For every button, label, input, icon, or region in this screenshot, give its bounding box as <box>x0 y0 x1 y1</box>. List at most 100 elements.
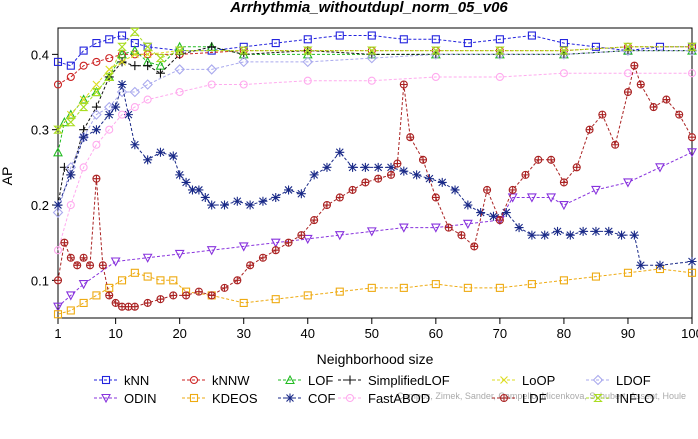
data-point-ldf <box>508 185 517 194</box>
data-point-ldf <box>233 276 242 285</box>
y-axis: 0.1 0.2 0.3 0.4 <box>31 47 58 288</box>
data-point-ldf <box>547 155 556 164</box>
legend-item-ldof: LDOF <box>586 373 651 388</box>
data-point-loop <box>143 50 152 59</box>
data-point-ldf <box>220 283 229 292</box>
data-point-fastabod <box>130 103 139 112</box>
legend-item-knn: kNN <box>94 373 149 388</box>
series-line-kdeos <box>57 268 693 315</box>
data-point-simplifiedlof <box>155 68 165 78</box>
data-point-ldf <box>611 140 620 149</box>
data-point-ldf <box>675 110 684 119</box>
data-point-loop <box>130 50 139 59</box>
data-point-ldf <box>335 193 344 202</box>
data-point-kdeos <box>495 283 504 292</box>
legend-label-loop: LoOP <box>522 373 555 388</box>
data-point-kdeos <box>367 283 376 292</box>
data-point-ldf <box>182 291 191 300</box>
x-tick-label: 30 <box>236 326 250 341</box>
data-point-kdeos <box>527 280 536 289</box>
data-point-cof <box>143 155 153 165</box>
data-point-ldf <box>393 159 402 168</box>
legend-marker-inflo <box>593 393 603 403</box>
y-tick-label: 0.2 <box>31 198 49 213</box>
data-point-cof <box>187 185 197 195</box>
data-point-odin <box>430 223 441 233</box>
data-point-cof <box>91 125 101 135</box>
series-fastabod <box>53 69 697 255</box>
data-point-ldf <box>585 125 594 134</box>
data-point-inflo <box>65 118 76 127</box>
legend-item-lof: LOF <box>278 373 333 388</box>
data-point-cof <box>655 260 665 270</box>
legend-label-simplifiedlof: SimplifiedLOF <box>368 373 450 388</box>
chart-title: Arrhythmia_withoutdupl_norm_05_v06 <box>229 0 508 16</box>
data-point-ldf <box>322 200 332 210</box>
data-point-ldf <box>386 170 396 179</box>
x-tick-label: 40 <box>301 326 315 341</box>
data-point-ldf <box>258 253 267 262</box>
data-point-loop <box>66 110 75 119</box>
data-point-inflo <box>117 42 127 51</box>
data-point-fastabod <box>175 87 184 97</box>
series-kdeos <box>53 264 697 319</box>
data-point-ldof <box>206 64 217 75</box>
legend-marker-odin <box>101 393 111 404</box>
data-point-kdeos <box>79 298 88 307</box>
data-point-ldf <box>636 80 645 89</box>
data-point-cof <box>168 151 178 161</box>
data-point-inflo <box>431 46 441 55</box>
data-point-kdeos <box>239 298 248 307</box>
data-point-knn <box>105 35 114 44</box>
legend-item-loop: LoOP <box>492 373 555 388</box>
data-point-knn <box>527 31 536 40</box>
data-point-knn <box>303 35 312 44</box>
data-point-inflo <box>687 42 697 51</box>
data-point-ldf <box>73 261 82 270</box>
x-tick-label: 1 <box>54 326 61 341</box>
data-point-ldof <box>129 86 141 98</box>
data-point-cof <box>296 189 306 199</box>
data-point-cof <box>322 162 332 172</box>
series-line-cof <box>57 84 693 266</box>
data-point-cof <box>104 110 114 120</box>
legend-item-simplifiedlof: SimplifiedLOF <box>338 373 450 388</box>
legend-item-odin: ODIN <box>94 391 157 406</box>
data-point-kdeos <box>92 291 101 300</box>
x-tick-label: 100 <box>681 326 698 341</box>
data-point-cof <box>476 208 486 218</box>
data-point-ldf <box>194 287 203 296</box>
data-point-kdeos <box>53 310 63 319</box>
data-point-knn <box>271 39 280 48</box>
data-point-odin <box>53 302 63 312</box>
data-point-cof <box>617 230 627 240</box>
data-point-fastabod <box>303 76 312 85</box>
data-point-fastabod <box>79 163 88 172</box>
series-layer <box>52 27 698 319</box>
data-point-kdeos <box>335 287 344 296</box>
legend-marker-knn <box>101 375 111 385</box>
data-point-knn <box>117 31 127 40</box>
data-point-odin <box>655 163 665 173</box>
data-point-ldf <box>361 178 370 187</box>
data-point-cof <box>424 174 434 184</box>
data-point-kdeos <box>591 272 600 281</box>
data-point-fastabod <box>105 125 114 134</box>
data-point-odin <box>110 257 121 267</box>
x-tick-label: 70 <box>493 326 507 341</box>
data-point-ldf <box>66 253 75 262</box>
data-point-odin <box>546 193 557 203</box>
data-point-ldf <box>143 298 152 307</box>
data-point-kdeos <box>303 291 312 300</box>
data-point-cof <box>117 79 127 89</box>
data-point-cof <box>284 185 294 195</box>
legend-item-kdeos: KDEOS <box>182 391 258 406</box>
data-point-cof <box>591 226 601 236</box>
data-point-cof <box>181 177 191 187</box>
data-point-ldf <box>207 291 216 300</box>
data-point-cof <box>79 132 89 142</box>
data-point-knn <box>431 35 440 44</box>
data-point-fastabod <box>239 80 248 89</box>
data-point-kdeos <box>559 276 568 285</box>
data-point-ldof <box>52 207 64 218</box>
